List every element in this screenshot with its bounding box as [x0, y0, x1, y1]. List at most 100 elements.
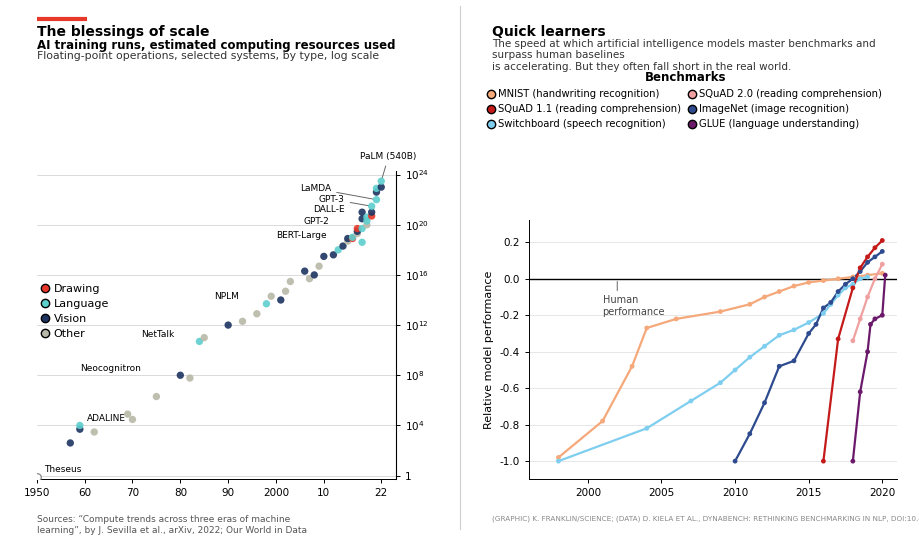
Point [373, 183, 388, 192]
Point [331, 245, 346, 254]
Point [867, 244, 881, 252]
Point [852, 263, 867, 272]
Point [815, 304, 830, 312]
Point [808, 320, 823, 329]
Point [786, 356, 800, 365]
Point [73, 421, 87, 430]
Point [874, 236, 889, 245]
Point [550, 457, 565, 466]
Text: DALL-E: DALL-E [313, 204, 345, 214]
Point [173, 371, 187, 380]
Point [683, 397, 698, 406]
Point [86, 428, 101, 436]
Point [771, 362, 786, 371]
Point [639, 424, 653, 433]
Legend: MNIST (handwriting recognition), SQuAD 1.1 (reading comprehension), Switchboard : MNIST (handwriting recognition), SQuAD 1… [488, 71, 881, 129]
Point [364, 212, 379, 220]
Point [742, 429, 756, 438]
Point [830, 287, 845, 296]
Point [859, 273, 874, 282]
Point [340, 237, 355, 246]
Point [852, 315, 867, 323]
Point [283, 277, 298, 286]
Point [259, 299, 274, 308]
Point [727, 457, 742, 466]
Point [550, 453, 565, 462]
Point [595, 417, 609, 425]
Point [639, 323, 653, 332]
Point [815, 276, 830, 285]
Point [264, 292, 278, 301]
Point [249, 309, 264, 318]
Point [325, 250, 340, 259]
Point [823, 298, 837, 307]
Point [786, 326, 800, 334]
Point [771, 287, 786, 296]
Text: Floating-point operations, selected systems, by type, log scale: Floating-point operations, selected syst… [37, 51, 379, 61]
Point [364, 208, 379, 217]
Point [874, 269, 889, 278]
Point [712, 379, 727, 387]
Point [867, 252, 881, 261]
Point [771, 331, 786, 340]
Text: AI training runs, estimated computing resources used: AI training runs, estimated computing re… [37, 39, 395, 52]
Point [120, 410, 135, 419]
Point [345, 234, 359, 243]
Point [349, 224, 364, 233]
Text: PaLM (540B): PaLM (540B) [360, 152, 416, 179]
Point [874, 260, 889, 268]
Point [742, 353, 756, 361]
Text: Human
performance: Human performance [602, 295, 664, 317]
Point [756, 293, 771, 301]
Point [845, 274, 859, 283]
Point [742, 300, 756, 309]
Point [355, 238, 369, 247]
Point [355, 224, 369, 233]
Point [359, 220, 374, 229]
Point [859, 347, 874, 356]
Point [192, 337, 207, 346]
Text: The speed at which artificial intelligence models master benchmarks and surpass : The speed at which artificial intelligen… [492, 39, 875, 72]
Point [859, 293, 874, 301]
Text: The blessings of scale: The blessings of scale [37, 25, 210, 39]
Point [273, 295, 288, 304]
Point [823, 300, 837, 309]
Point [197, 333, 211, 342]
Point [845, 273, 859, 282]
Point [312, 262, 326, 271]
Point [867, 274, 881, 283]
Text: Theseus: Theseus [44, 466, 81, 474]
Point [862, 320, 877, 329]
Point [815, 309, 830, 318]
Legend: Drawing, Language, Vision, Other: Drawing, Language, Vision, Other [42, 284, 108, 339]
Point [301, 274, 316, 283]
Point [369, 184, 383, 193]
Point [369, 195, 383, 204]
Y-axis label: Relative model performance: Relative model performance [483, 271, 494, 429]
Text: NetTalk: NetTalk [141, 330, 175, 339]
Text: Quick learners: Quick learners [492, 25, 606, 39]
Point [800, 318, 815, 327]
Point [359, 217, 374, 225]
Point [756, 342, 771, 350]
Point [845, 283, 859, 292]
Point [756, 398, 771, 407]
Point [624, 362, 639, 371]
Point [29, 472, 44, 481]
Point [316, 252, 331, 261]
Point [668, 315, 683, 323]
Point [307, 271, 322, 279]
Point [874, 247, 889, 256]
Text: LaMDA: LaMDA [300, 184, 373, 199]
Point [125, 415, 140, 424]
Text: ADALINE: ADALINE [86, 414, 126, 423]
Point [874, 311, 889, 320]
Point [786, 282, 800, 290]
Point [349, 227, 364, 236]
Point [852, 267, 867, 276]
Point [369, 188, 383, 197]
Point [852, 387, 867, 396]
Point [349, 229, 364, 238]
Point [235, 317, 250, 326]
Point [149, 392, 164, 401]
